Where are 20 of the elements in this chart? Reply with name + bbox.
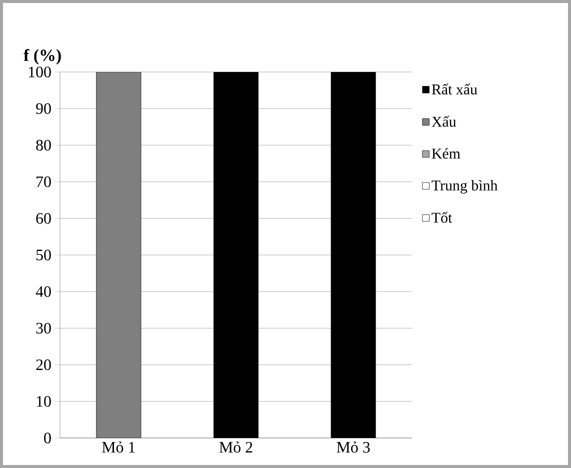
y-tick-label: 30 <box>36 322 51 334</box>
y-tick-label: 0 <box>44 432 51 444</box>
x-tick-label: Mỏ 1 <box>102 442 135 453</box>
y-tick-label: 80 <box>36 140 51 151</box>
y-tick-label: 10 <box>36 396 51 407</box>
y-tick-label: 70 <box>36 176 51 188</box>
y-axis-title: f (%) <box>24 48 61 64</box>
legend-label: Rất xấu <box>432 84 478 94</box>
legend-label: Kém <box>432 148 460 159</box>
x-tick-label: Mỏ 3 <box>336 442 370 453</box>
y-tick-label: 40 <box>36 286 51 297</box>
y-tick-label: 50 <box>36 250 51 260</box>
legend-label: Trung bình <box>432 180 498 194</box>
y-tick-label: 90 <box>36 103 51 114</box>
legend-label: Tốt <box>432 212 452 223</box>
y-tick-label: 100 <box>28 66 51 78</box>
y-tick-label: 20 <box>36 359 51 370</box>
y-tick-label: 60 <box>36 213 51 224</box>
x-tick-label: Mỏ 2 <box>219 442 252 453</box>
legend-label: Xấu <box>432 116 456 127</box>
